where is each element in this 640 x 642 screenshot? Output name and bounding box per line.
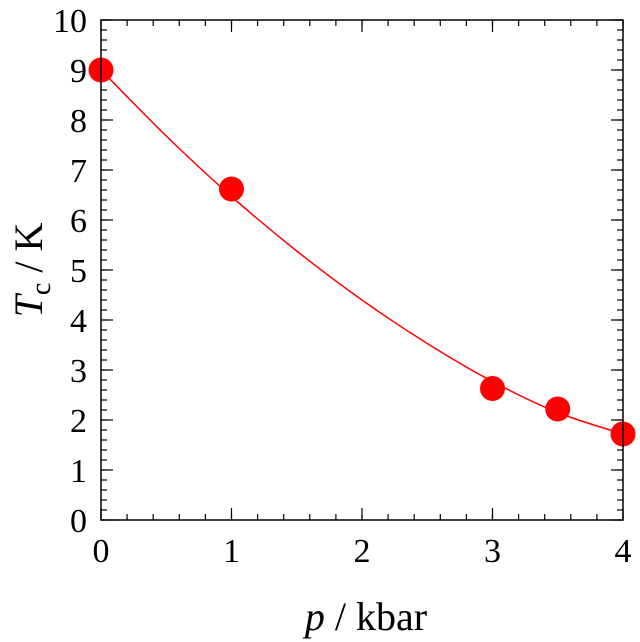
x-tick-label: 2 <box>354 533 371 570</box>
x-tick-label: 3 <box>484 533 501 570</box>
y-tick-label: 3 <box>70 353 87 390</box>
tick-marks <box>100 19 624 521</box>
x-tick-label: 0 <box>93 533 110 570</box>
y-tick-label: 0 <box>70 503 87 540</box>
x-tick-label: 4 <box>615 533 632 570</box>
y-axis-variable: T <box>6 292 51 317</box>
y-tick-label: 10 <box>53 3 87 40</box>
plot-frame <box>100 19 624 521</box>
fit-curve <box>100 69 624 435</box>
y-tick-label: 9 <box>70 53 87 90</box>
y-tick-label: 8 <box>70 103 87 140</box>
y-tick-label: 4 <box>70 303 87 340</box>
y-tick-label: 2 <box>70 403 87 440</box>
y-tick-label: 1 <box>70 453 87 490</box>
x-axis-variable: p <box>302 594 325 639</box>
tick-labels: 0 1 2 3 4 0 1 2 3 4 5 6 7 8 9 10 <box>53 3 632 570</box>
y-axis-subscript: c <box>26 283 57 295</box>
data-points <box>88 57 636 447</box>
data-point <box>480 376 505 401</box>
data-point <box>545 396 571 422</box>
data-point <box>219 176 244 202</box>
x-axis-unit: / kbar <box>325 594 427 639</box>
y-tick-label: 5 <box>70 253 87 290</box>
x-axis-label: p / kbar <box>302 594 427 639</box>
y-tick-label: 7 <box>70 153 87 190</box>
y-axis-label: Tc / K <box>6 223 57 318</box>
y-tick-label: 6 <box>70 203 87 240</box>
y-axis-unit: / K <box>6 223 51 283</box>
x-tick-label: 1 <box>223 533 240 570</box>
